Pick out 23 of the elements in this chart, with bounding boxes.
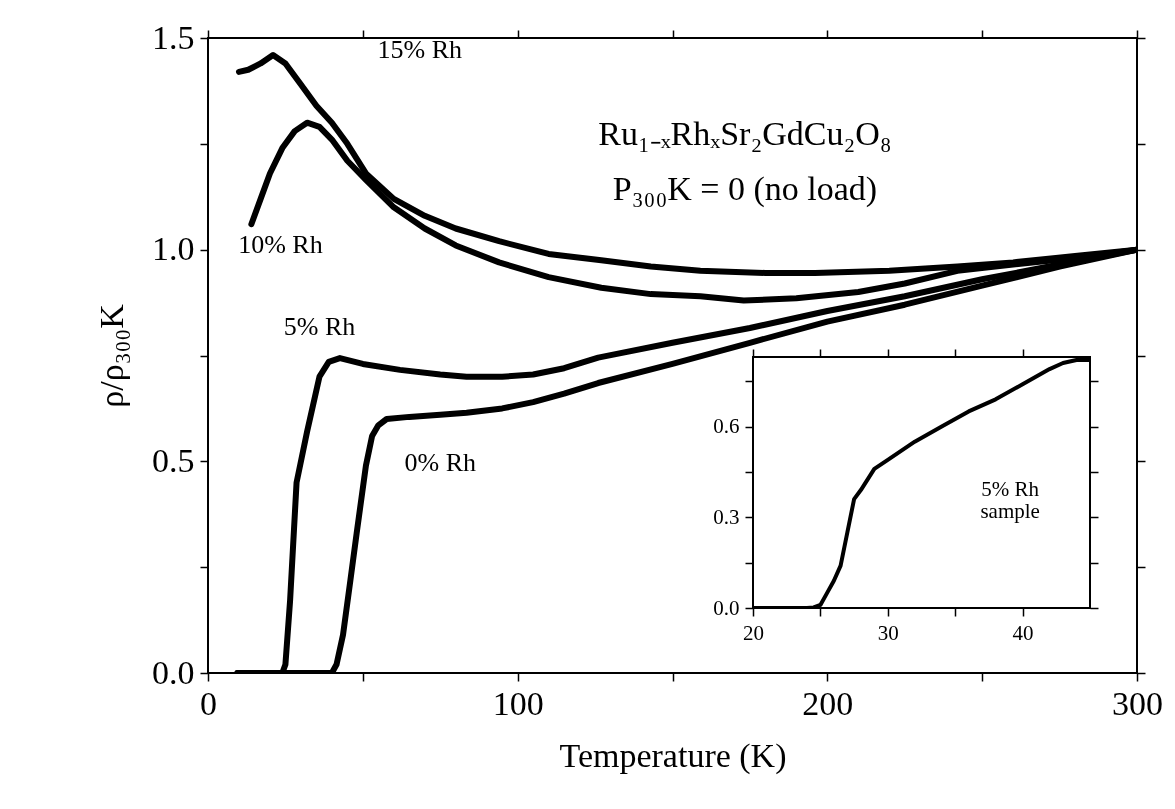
y-axis-title: ρ/ρ₃₀₀K <box>93 303 130 408</box>
y-tick-label: 0.0 <box>152 653 195 691</box>
x-tick-label: 300 <box>1112 684 1163 722</box>
y-tick-label: 0.0 <box>713 595 740 620</box>
y-tick-label: 0.3 <box>713 504 740 529</box>
x-tick-label: 30 <box>877 620 899 645</box>
x-tick-label: 100 <box>492 684 544 722</box>
y-tick-label: 1.0 <box>152 230 195 268</box>
annotation: Ru₁₋ₓRhₓSr₂GdCu₂O₈ <box>598 115 892 153</box>
x-axis-title: Temperature (K) <box>559 736 787 775</box>
annotation: P₃₀₀K = 0 (no load) <box>612 169 878 208</box>
annotation: 0% Rh <box>404 447 476 477</box>
x-tick-label: 20 <box>743 620 764 645</box>
y-tick-label: 0.5 <box>152 441 195 479</box>
x-tick-label: 200 <box>802 684 854 722</box>
annotation: 10% Rh <box>238 230 323 260</box>
annotation: 5% Rh sample <box>980 477 1040 524</box>
x-tick-label: 0 <box>200 684 217 722</box>
x-tick-label: 40 <box>1012 620 1034 645</box>
annotation: 5% Rh <box>283 311 356 341</box>
y-tick-label: 0.6 <box>713 414 740 439</box>
y-tick-label: 1.5 <box>152 18 195 56</box>
annotation: 15% Rh <box>377 35 463 65</box>
